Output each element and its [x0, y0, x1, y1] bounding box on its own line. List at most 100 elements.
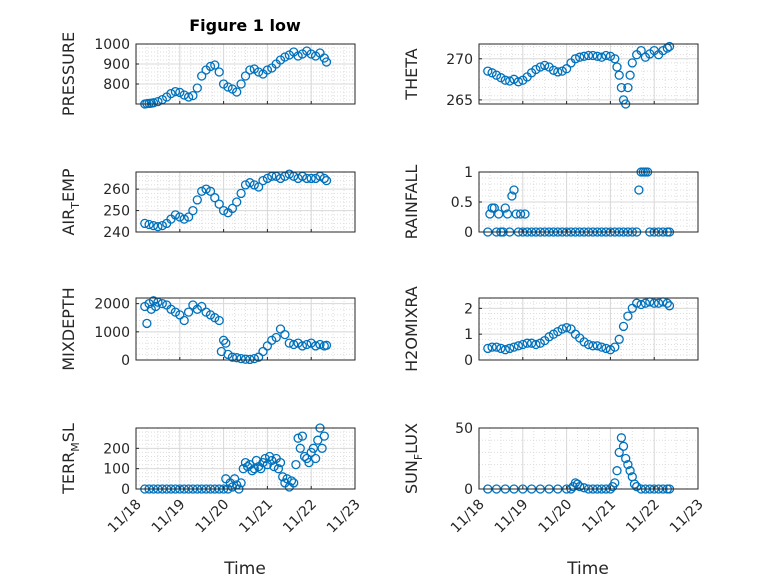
- subplot-theta-point: [592, 51, 602, 61]
- subplot-mixdepth-point: [289, 339, 299, 350]
- subplot-sun-flux-x-tick-label: 11/19: [492, 496, 532, 536]
- subplot-air-temp-point: [144, 219, 154, 230]
- subplot-air-temp-point: [284, 169, 294, 179]
- subplot-sun-flux-point: [614, 447, 624, 458]
- subplot-air-temp-point: [293, 173, 303, 184]
- subplot-pressure-point: [236, 79, 246, 89]
- subplot-theta-point: [505, 76, 515, 86]
- subplot-terr-msl-point: [251, 455, 262, 466]
- subplot-terr-msl-x-tick-label: 11/19: [149, 496, 189, 536]
- subplot-air-temp-point: [197, 186, 207, 196]
- subplot-mixdepth-point: [280, 329, 290, 340]
- subplot-terr-msl-point: [282, 474, 292, 484]
- subplot-terr-msl-y-tick-label: 0: [121, 482, 130, 498]
- subplot-sun-flux-y-tick-label: 0: [464, 482, 473, 498]
- subplot-h2omixra-point: [640, 298, 651, 308]
- subplot-air-temp-point: [157, 220, 167, 231]
- subplot-mixdepth-point: [258, 346, 268, 357]
- subplot-terr-msl-point: [313, 435, 323, 445]
- subplot-h2omixra-point: [505, 343, 515, 354]
- subplot-air-temp-point: [236, 188, 246, 199]
- subplot-mixdepth-point: [253, 352, 264, 362]
- subplot-theta-point: [614, 70, 624, 80]
- subplot-rainfall-point: [500, 203, 510, 213]
- subplot-air-temp-y-tick-label: 240: [103, 225, 130, 241]
- subplot-theta-point: [616, 82, 627, 93]
- subplot-pressure-points: [140, 46, 332, 109]
- subplot-air-temp-point: [232, 197, 242, 207]
- subplot-terr-msl-point: [319, 431, 329, 441]
- subplot-h2omixra-point: [614, 334, 624, 344]
- subplot-terr-msl-y-tick-label: 100: [103, 462, 130, 478]
- x-axis-label-right: Time: [566, 559, 609, 579]
- subplot-terr-msl-axes-box: [135, 427, 356, 490]
- subplot-mixdepth-y-label: MIXDEPTH: [59, 287, 78, 370]
- subplot-theta-point: [664, 41, 675, 52]
- subplot-terr-msl-point: [308, 443, 319, 453]
- subplot-terr-msl-point: [256, 464, 266, 474]
- subplot-theta-point: [487, 68, 497, 78]
- subplot-air-temp-point: [302, 173, 312, 184]
- subplot-h2omixra-point: [483, 343, 493, 354]
- subplot-mixdepth-point: [221, 338, 231, 348]
- subplot-terr-msl-point: [275, 457, 286, 468]
- subplot-rainfall-point: [502, 209, 513, 219]
- subplot-air-temp-point: [153, 221, 163, 232]
- subplot-terr-msl-point: [236, 478, 246, 488]
- subplot-theta-point: [575, 52, 585, 62]
- subplot-terr-msl-point: [291, 459, 301, 470]
- subplot-sun-flux-x-tick-label: 11/18: [448, 496, 488, 536]
- subplot-terr-msl-point: [299, 451, 310, 462]
- subplot-pressure-point: [170, 86, 181, 97]
- subplot-pressure-point: [210, 60, 220, 70]
- subplot-air-temp-y-tick-label: 260: [103, 182, 130, 198]
- subplot-h2omixra-y-tick-label: 1: [464, 327, 473, 343]
- subplot-terr-msl-point: [229, 474, 240, 484]
- subplot-mixdepth-points: [140, 296, 332, 365]
- subplot-terr-msl-point: [249, 464, 259, 474]
- subplot-air-temp-point: [321, 175, 332, 186]
- subplot-pressure-axes-box: [135, 43, 356, 105]
- subplot-pressure-point: [179, 90, 189, 100]
- subplot-pressure-point: [293, 51, 303, 61]
- subplot-h2omixra-axes-box: [478, 297, 699, 361]
- subplot-pressure-point: [223, 82, 233, 92]
- subplot-pressure-point: [262, 65, 273, 75]
- subplot-mixdepth-point: [157, 298, 167, 309]
- subplot-air-temp-point: [210, 193, 220, 203]
- subplot-h2omixra-point: [526, 338, 537, 348]
- subplot-theta-point: [601, 50, 611, 61]
- subplot-sun-flux-y-label: SUNFLUX: [402, 423, 425, 494]
- subplot-theta-point: [540, 60, 550, 71]
- subplot-air-temp-point: [258, 175, 268, 186]
- subplot-theta-point: [588, 50, 598, 61]
- subplot-theta-point: [625, 70, 635, 80]
- subplot-mixdepth-point: [197, 301, 207, 312]
- subplot-h2omixra-point: [662, 298, 672, 308]
- subplot-terr-msl-y-tick-label: 200: [103, 441, 130, 457]
- subplot-pressure-point: [188, 90, 198, 101]
- subplot-air-temp-point: [205, 186, 216, 196]
- subplot-sun-flux-x-tick-label: 11/21: [579, 496, 619, 536]
- subplot-mixdepth-point: [148, 296, 159, 306]
- subplot-air-temp-point: [140, 218, 150, 229]
- subplot-theta-point: [500, 75, 510, 85]
- subplot-mixdepth-point: [271, 332, 281, 343]
- subplot-air-temp: 240 250 260 AIRTEMP: [59, 168, 356, 241]
- subplot-terr-msl-point: [317, 443, 327, 453]
- subplot-air-temp-point: [201, 184, 211, 194]
- subplot-mixdepth-point: [232, 353, 242, 363]
- subplot-sun-flux-minor-grid: [478, 427, 699, 490]
- subplot-air-temp-point: [214, 199, 224, 209]
- subplot-rainfall-point: [507, 191, 517, 201]
- subplot-air-temp-point: [319, 173, 329, 184]
- subplot-theta-point: [553, 67, 563, 77]
- subplot-h2omixra-point: [623, 311, 633, 321]
- subplot-h2omixra-point: [531, 339, 541, 350]
- subplot-sun-flux-x-tick-label: 11/23: [667, 496, 707, 536]
- subplot-pressure-point: [183, 92, 194, 102]
- subplot-sun-flux-point: [612, 466, 622, 476]
- subplot-h2omixra-point: [592, 341, 602, 351]
